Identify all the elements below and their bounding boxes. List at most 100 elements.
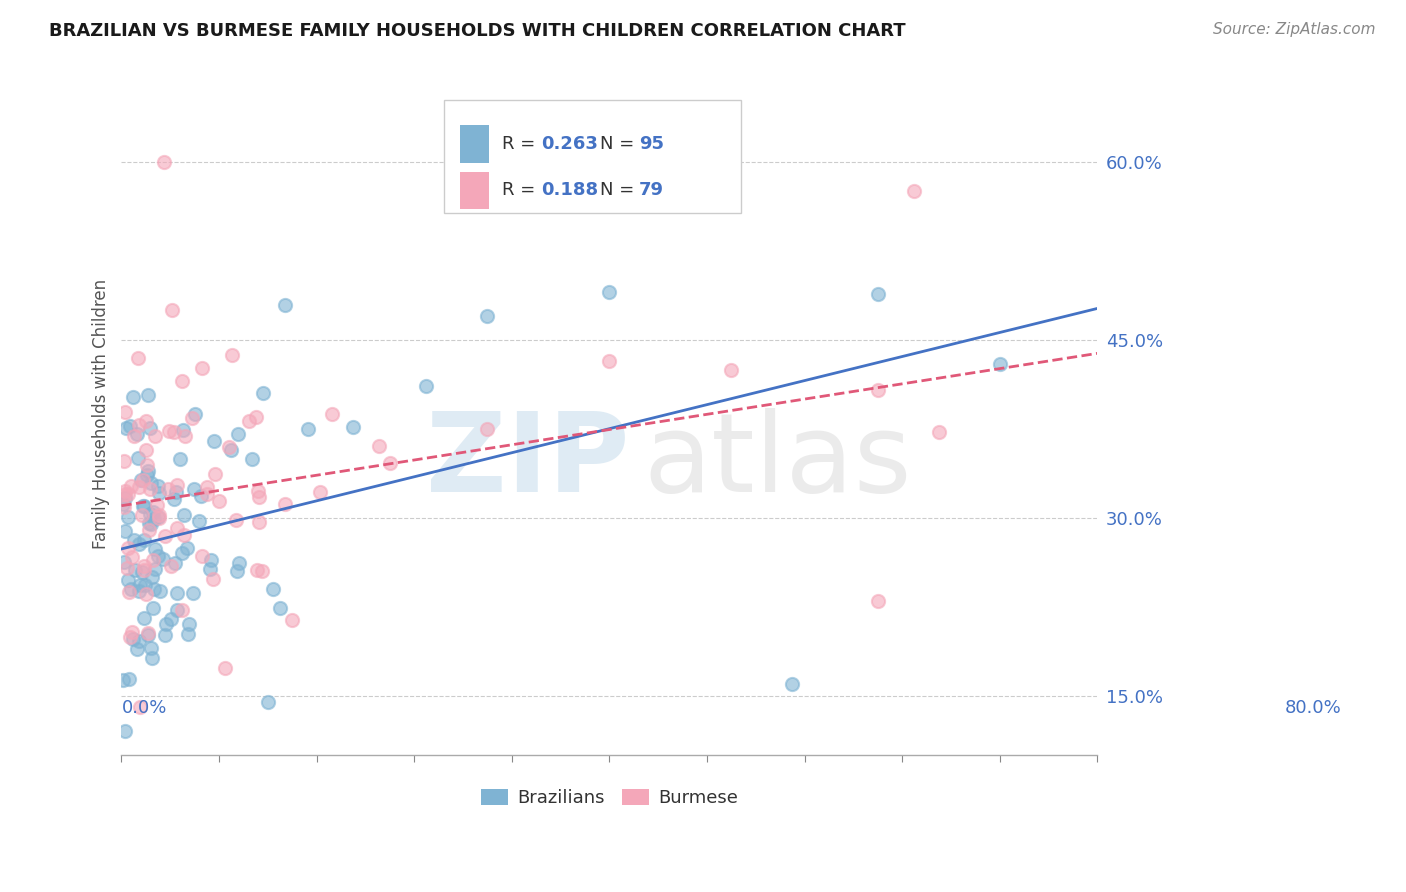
Point [129,473,152,487]
Point [166,586,188,600]
Point [200,562,222,576]
Point [114,483,136,498]
Point [156,482,179,496]
Point [128,577,150,591]
Point [173,429,195,443]
Text: N =: N = [600,181,640,199]
Point [114,405,136,419]
Point [136,464,159,478]
Point [309,485,332,500]
Point [134,564,156,578]
Point [200,552,222,566]
Point [214,661,236,675]
Text: N =: N = [600,135,640,153]
Point [128,480,150,494]
Point [141,650,163,665]
Point [188,514,211,528]
Point [132,473,155,487]
Point [117,541,139,555]
Point [136,468,159,483]
Point [256,695,278,709]
Point [120,582,142,596]
Point [124,562,146,576]
Point [378,456,401,470]
Point [160,302,183,317]
Point [166,521,188,535]
Point [247,490,270,504]
Point [204,467,226,481]
Point [138,523,160,537]
Point [139,476,162,491]
Point [122,390,145,404]
Point [273,497,295,511]
Text: atlas: atlas [644,409,912,516]
Point [142,504,165,518]
Point [114,524,136,538]
Point [114,491,136,505]
Point [148,511,170,525]
Point [141,517,163,532]
Point [202,572,225,586]
FancyBboxPatch shape [460,125,489,162]
Point [128,417,150,432]
Point [321,408,343,422]
Text: 80.0%: 80.0% [1285,699,1341,717]
Point [219,442,242,457]
Legend: Brazilians, Burmese: Brazilians, Burmese [474,781,745,814]
Point [170,603,193,617]
Point [127,642,149,657]
Point [131,508,153,523]
Text: BRAZILIAN VS BURMESE FAMILY HOUSEHOLDS WITH CHILDREN CORRELATION CHART: BRAZILIAN VS BURMESE FAMILY HOUSEHOLDS W… [49,22,905,40]
Point [127,451,149,466]
Point [121,624,143,639]
Point [139,421,162,435]
Point [169,452,191,467]
Point [903,184,925,198]
Point [221,348,243,362]
Point [262,582,284,596]
Point [184,407,207,421]
Point [143,429,166,443]
Point [146,549,169,564]
Point [117,560,139,574]
Point [988,357,1011,371]
Point [190,489,212,503]
Point [146,479,169,493]
Point [252,385,274,400]
Text: ZIP: ZIP [426,409,628,516]
Point [176,626,198,640]
Point [134,499,156,513]
Point [866,286,889,301]
Point [117,509,139,524]
Point [128,583,150,598]
Text: 79: 79 [638,181,664,199]
Point [122,429,145,443]
Point [342,419,364,434]
Point [142,553,165,567]
Text: 95: 95 [638,135,664,153]
Point [138,626,160,640]
Point [117,672,139,686]
Text: R =: R = [502,181,541,199]
Point [477,309,499,323]
Point [111,497,134,511]
Point [160,558,183,573]
Point [866,383,889,397]
Point [143,542,166,557]
Text: 0.263: 0.263 [541,135,598,153]
Point [163,425,186,439]
FancyBboxPatch shape [460,171,489,209]
Point [195,486,218,500]
Point [122,533,145,547]
Point [202,434,225,449]
Point [155,529,177,543]
Point [135,442,157,457]
Point [165,556,187,570]
Point [135,414,157,428]
Point [120,419,142,434]
Point [195,480,218,494]
Point [121,550,143,565]
Point [720,362,742,376]
Point [415,379,437,393]
Point [247,515,270,529]
